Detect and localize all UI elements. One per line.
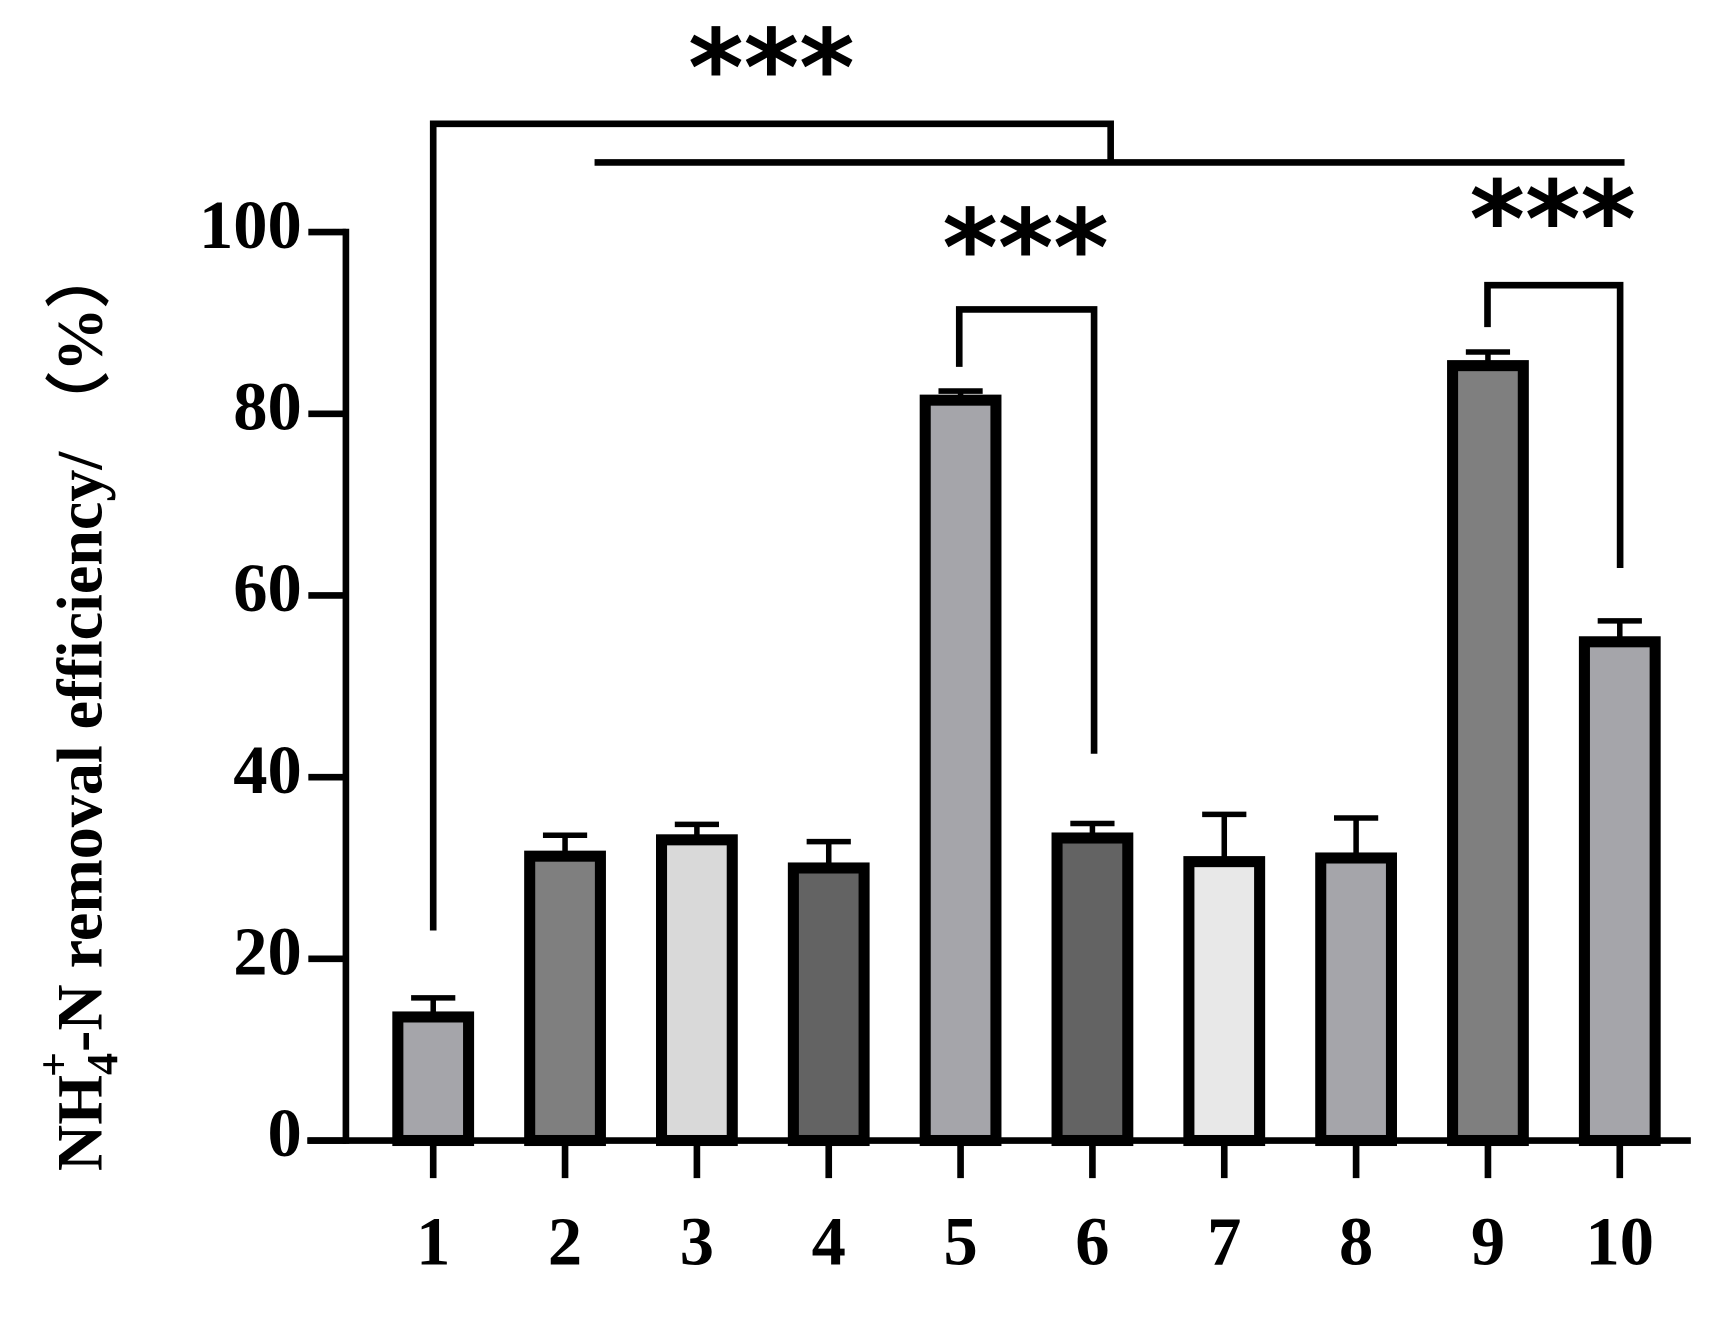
y-tick-label: 100 (199, 187, 302, 263)
bar (1447, 360, 1529, 1147)
x-tick-label: 10 (1586, 1204, 1655, 1280)
y-tick-label: 40 (233, 732, 302, 808)
x-tick-label: 9 (1471, 1204, 1505, 1280)
x-tick-label: 8 (1339, 1204, 1373, 1280)
x-tick-label: 7 (1207, 1204, 1241, 1280)
x-tick-label: 5 (943, 1204, 977, 1280)
bar (1578, 636, 1661, 1147)
significance: *** (1469, 159, 1635, 282)
significance: *** (942, 188, 1108, 311)
bracket (429, 120, 1114, 931)
bar (656, 834, 738, 1147)
y-tick-label: 0 (267, 1095, 301, 1171)
x-tick-label: 2 (548, 1204, 582, 1280)
y-label-main: NH (45, 1075, 116, 1171)
x-tick-label: 6 (1075, 1204, 1109, 1280)
y-tick-label: 60 (233, 550, 302, 626)
y-axis-label: NH4+-N removal efficiency/ （%） (30, 244, 128, 1172)
bar (919, 394, 1002, 1147)
y-tick-label: 20 (233, 914, 302, 990)
bar (787, 862, 870, 1147)
bracket (1484, 281, 1624, 569)
y-label-rest: -N removal efficiency/ （%） (45, 244, 116, 1052)
bar (524, 850, 606, 1147)
bar (1051, 832, 1134, 1147)
bar (392, 1011, 475, 1147)
x-tick-label: 1 (416, 1204, 450, 1280)
y-label-sup: + (30, 1052, 79, 1077)
x-tick-label: 3 (680, 1204, 714, 1280)
y-label-sub: 4 (78, 1053, 127, 1075)
bracket (955, 306, 1098, 754)
bar (1315, 852, 1397, 1147)
y-tick-label: 80 (233, 368, 302, 444)
x-tick-label: 4 (812, 1204, 846, 1280)
significance: *** (688, 8, 854, 131)
bar (1183, 856, 1266, 1147)
